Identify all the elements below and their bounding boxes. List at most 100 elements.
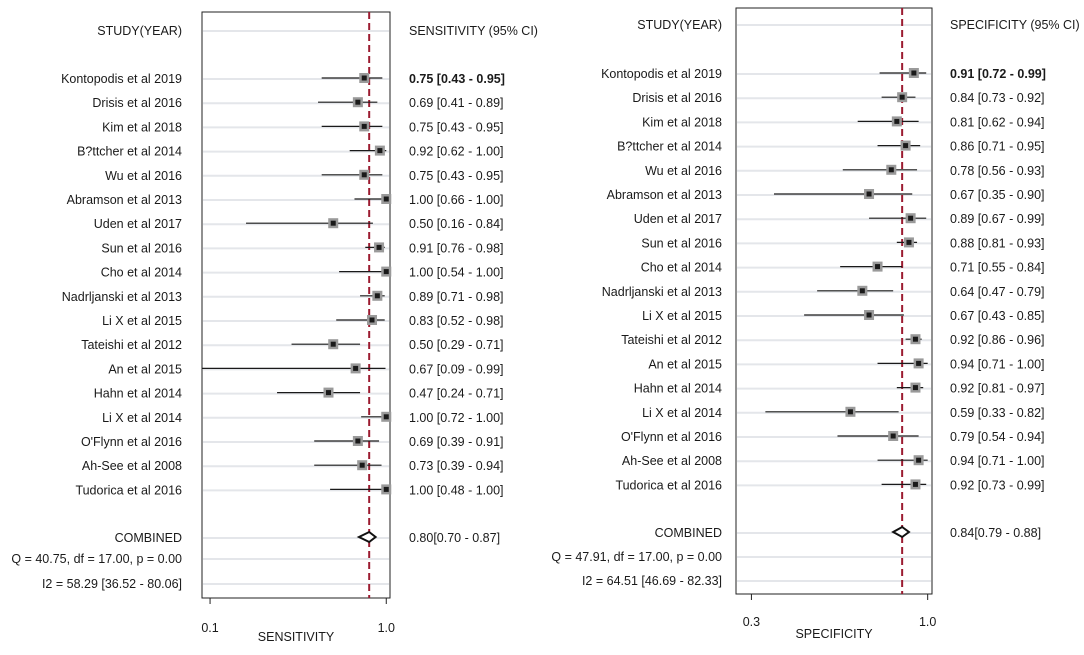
sens-ci-text: 0.91 [0.76 - 0.98]: [409, 241, 504, 255]
sens-point-dot: [376, 244, 382, 250]
spec-point-dot: [912, 481, 918, 487]
sens-ci-text: 1.00 [0.48 - 1.00]: [409, 483, 504, 497]
sens-study-label: Wu et al 2016: [105, 169, 182, 183]
sens-ci-header: SENSITIVITY (95% CI): [409, 24, 538, 38]
spec-study-label: Kim et al 2018: [642, 115, 722, 129]
spec-stat-line: I2 = 64.51 [46.69 - 82.33]: [582, 574, 722, 588]
spec-point-dot: [908, 215, 914, 221]
spec-ci-text: 0.67 [0.43 - 0.85]: [950, 309, 1045, 323]
spec-ci-text: 0.67 [0.35 - 0.90]: [950, 188, 1045, 202]
sens-study-label: Li X et al 2014: [102, 411, 182, 425]
sens-combined-diamond: [356, 530, 378, 544]
sens-point-dot: [383, 486, 389, 492]
sens-axis-label: SENSITIVITY: [258, 630, 335, 644]
sens-study-label: Tudorica et al 2016: [75, 483, 182, 497]
sens-point-dot: [355, 438, 361, 444]
spec-study-label: Abramson et al 2013: [607, 188, 722, 202]
sens-point-dot: [330, 341, 336, 347]
spec-axis-label: SPECIFICITY: [795, 627, 873, 641]
sens-point-dot: [359, 462, 365, 468]
sens-point-dot: [369, 317, 375, 323]
spec-tick-label: 1.0: [919, 615, 936, 629]
spec-study-label: Nadrljanski et al 2013: [602, 285, 722, 299]
spec-point-dot: [866, 312, 872, 318]
sens-ci-text: 0.75 [0.43 - 0.95]: [409, 169, 504, 183]
sens-study-label: Kontopodis et al 2019: [61, 72, 182, 86]
sens-plot-frame: [201, 11, 391, 599]
sens-ci-text: 0.69 [0.41 - 0.89]: [409, 96, 504, 110]
sens-study-label: An et al 2015: [108, 362, 182, 376]
sens-ci-text: 1.00 [0.66 - 1.00]: [409, 193, 504, 207]
spec-plot-frame: [735, 7, 933, 595]
spec-point-dot: [911, 70, 917, 76]
sens-study-label: Li X et al 2015: [102, 314, 182, 328]
spec-ci-text: 0.89 [0.67 - 0.99]: [950, 212, 1045, 226]
sens-point-dot: [361, 123, 367, 129]
spec-study-header: STUDY(YEAR): [637, 18, 722, 32]
spec-point-dot: [903, 143, 909, 149]
sens-study-label: Nadrljanski et al 2013: [62, 290, 182, 304]
sens-study-label: Tateishi et al 2012: [81, 338, 182, 352]
sens-study-label: B?ttcher et al 2014: [77, 145, 182, 159]
sens-ci-text: 0.89 [0.71 - 0.98]: [409, 290, 504, 304]
spec-ci-text: 0.64 [0.47 - 0.79]: [950, 285, 1045, 299]
spec-point-dot: [859, 288, 865, 294]
spec-point-dot: [875, 264, 881, 270]
sens-ci-text: 0.75 [0.43 - 0.95]: [409, 120, 504, 134]
spec-study-label: Drisis et al 2016: [632, 91, 722, 105]
spec-ci-text: 0.92 [0.81 - 0.97]: [950, 382, 1045, 396]
spec-point-dot: [899, 94, 905, 100]
spec-point-dot: [916, 360, 922, 366]
spec-study-label: B?ttcher et al 2014: [617, 140, 722, 154]
spec-ci-text: 0.78 [0.56 - 0.93]: [950, 164, 1045, 178]
sens-combined-ci-text: 0.80[0.70 - 0.87]: [409, 531, 500, 545]
spec-study-label: An et al 2015: [648, 357, 722, 371]
spec-study-label: Ah-See et al 2008: [622, 454, 722, 468]
sens-stat-line: Q = 40.75, df = 17.00, p = 0.00: [11, 552, 182, 566]
sens-point-dot: [361, 172, 367, 178]
spec-ci-text: 0.94 [0.71 - 1.00]: [950, 357, 1045, 371]
sens-point-dot: [353, 365, 359, 371]
spec-study-label: Hahn et al 2014: [634, 382, 722, 396]
sens-study-label: Cho et al 2014: [101, 266, 182, 280]
spec-combined-diamond: [891, 525, 911, 539]
sens-point-dot: [374, 293, 380, 299]
spec-ci-text: 0.86 [0.71 - 0.95]: [950, 140, 1045, 154]
sens-ci-text: 1.00 [0.54 - 1.00]: [409, 266, 504, 280]
sens-point-dot: [383, 269, 389, 275]
spec-study-label: O'Flynn et al 2016: [621, 430, 722, 444]
sens-point-dot: [377, 148, 383, 154]
spec-point-dot: [912, 385, 918, 391]
sens-study-label: Abramson et al 2013: [67, 193, 182, 207]
sens-ci-text: 0.50 [0.16 - 0.84]: [409, 217, 504, 231]
spec-study-label: Tateishi et al 2012: [621, 333, 722, 347]
sens-study-label: Ah-See et al 2008: [82, 459, 182, 473]
spec-ci-text: 0.91 [0.72 - 0.99]: [950, 67, 1046, 81]
spec-ci-text: 0.88 [0.81 - 0.93]: [950, 236, 1045, 250]
spec-point-dot: [890, 433, 896, 439]
sens-tick-label: 0.1: [201, 621, 218, 635]
spec-study-label: Li X et al 2015: [642, 309, 722, 323]
spec-ci-text: 0.79 [0.54 - 0.94]: [950, 430, 1045, 444]
sens-stat-line: I2 = 58.29 [36.52 - 80.06]: [42, 577, 182, 591]
sens-ci-text: 0.73 [0.39 - 0.94]: [409, 459, 504, 473]
sens-tick-label: 1.0: [378, 621, 395, 635]
sens-ci-text: 1.00 [0.72 - 1.00]: [409, 411, 504, 425]
sens-point-dot: [355, 99, 361, 105]
sens-ci-text: 0.75 [0.43 - 0.95]: [409, 72, 505, 86]
sens-study-label: Hahn et al 2014: [94, 387, 182, 401]
spec-study-label: Kontopodis et al 2019: [601, 67, 722, 81]
sens-study-label: Sun et al 2016: [101, 241, 182, 255]
spec-stat-line: Q = 47.91, df = 17.00, p = 0.00: [551, 550, 722, 564]
spec-combined-label: COMBINED: [655, 526, 722, 540]
spec-tick-label: 0.3: [743, 615, 760, 629]
sens-point-dot: [325, 390, 331, 396]
sens-study-label: Uden et al 2017: [94, 217, 182, 231]
spec-ci-text: 0.92 [0.86 - 0.96]: [950, 333, 1045, 347]
sens-ci-text: 0.92 [0.62 - 1.00]: [409, 145, 504, 159]
spec-point-dot: [866, 191, 872, 197]
spec-point-dot: [847, 409, 853, 415]
sens-ci-text: 0.50 [0.29 - 0.71]: [409, 338, 504, 352]
sens-ci-text: 0.83 [0.52 - 0.98]: [409, 314, 504, 328]
